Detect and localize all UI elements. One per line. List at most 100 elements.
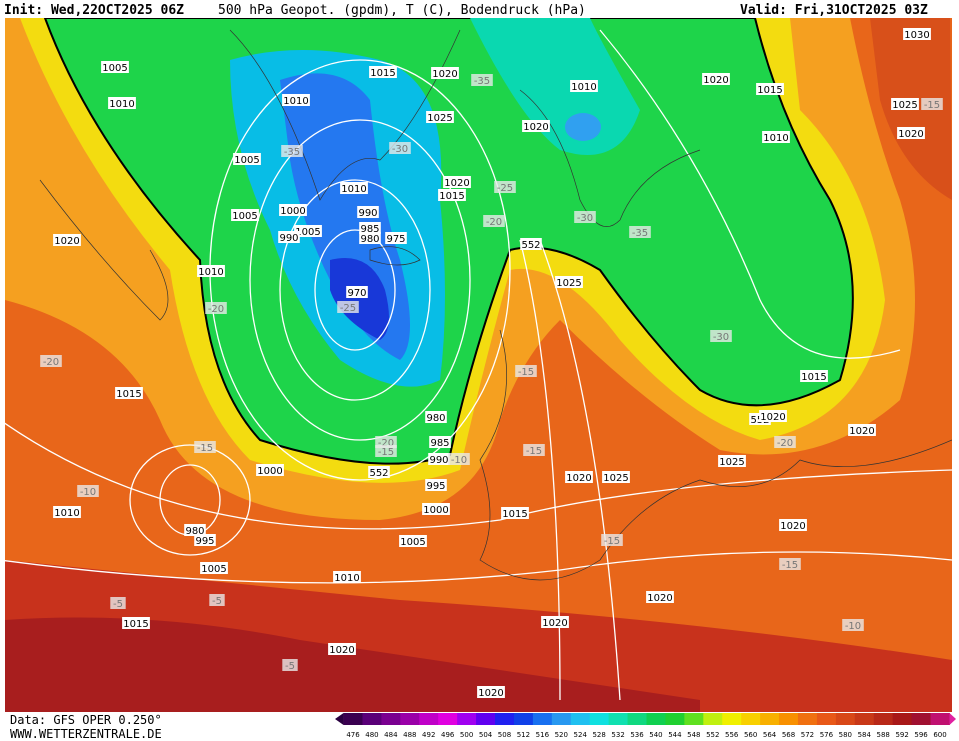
colorbar-label: 484 <box>384 731 398 739</box>
colorbar: 476 480 484 488 492 496 500 504 508 512 516 520 524 5… <box>335 713 956 739</box>
colorbar-cell <box>684 713 704 725</box>
label-box <box>337 301 359 313</box>
valid-time: Valid: Fri,31OCT2025 03Z <box>740 3 928 18</box>
data-source: Data: GFS OPER 0.250° <box>10 713 162 727</box>
label-box <box>541 616 569 628</box>
colorbar-cell <box>457 713 477 725</box>
label-box <box>477 686 505 698</box>
isobar-label: 1000 <box>257 466 282 477</box>
isobar-label: 1005 <box>102 63 127 74</box>
field: 1005 1010 1015 1010 1020 -35 1010 1020 1030 1015 1… <box>5 18 952 712</box>
label-box <box>759 410 787 422</box>
label-box <box>205 302 227 314</box>
isotherm-label: -35 <box>474 76 490 87</box>
isobar-label: 1010 <box>198 267 223 278</box>
label-box <box>756 83 784 95</box>
label-box <box>115 387 143 399</box>
label-box <box>340 182 368 194</box>
isotherm-label: -10 <box>451 455 467 466</box>
isobar-label: 1015 <box>116 389 141 400</box>
isotherm-label: -20 <box>378 438 394 449</box>
colorbar-cell <box>854 713 875 725</box>
label-box <box>718 455 746 467</box>
isobar-label: 1020 <box>444 178 469 189</box>
label-box <box>101 61 129 73</box>
colorbar-label: 488 <box>403 731 416 739</box>
label-box <box>762 131 790 143</box>
label-box <box>426 111 454 123</box>
colorbar-label: 540 <box>649 731 662 739</box>
isobar-label: 1010 <box>341 184 366 195</box>
isobar-label: 1020 <box>849 426 874 437</box>
colorbar-cell <box>646 713 666 725</box>
colorbar-label: 568 <box>782 731 795 739</box>
colorbar-cell <box>419 713 439 725</box>
label-box <box>842 619 864 631</box>
label-box <box>779 519 807 531</box>
isobar-label: 1025 <box>892 100 917 111</box>
isotherm-label: -5 <box>212 596 222 607</box>
isobar-label: 980 <box>360 234 379 245</box>
label-box <box>422 503 450 515</box>
colorbar-cell <box>722 713 742 725</box>
isotherm-label: -20 <box>208 304 224 315</box>
isotherm-label: -5 <box>113 599 123 610</box>
colorbar-cell <box>816 713 837 725</box>
region-blue-small <box>565 113 601 141</box>
colorbar-cell <box>779 713 799 725</box>
colorbar-cell <box>797 713 818 725</box>
label-box <box>425 479 447 491</box>
label-box <box>110 597 126 609</box>
label-box <box>629 226 651 238</box>
isobar-label: 1020 <box>54 236 79 247</box>
colorbar-cell <box>570 713 591 725</box>
isobar-label: 975 <box>386 234 405 245</box>
colorbar-label: 596 <box>914 731 928 739</box>
isobar-label: 1020 <box>760 412 785 423</box>
label-box <box>425 411 447 423</box>
colorbar-cell <box>362 713 382 725</box>
label-box <box>40 355 62 367</box>
colorbar-label: 600 <box>933 731 946 739</box>
label-box <box>471 74 493 86</box>
isobar-label: 1020 <box>566 473 591 484</box>
colorbar-cell <box>589 713 610 725</box>
colorbar-label: 536 <box>630 731 644 739</box>
label-box <box>209 594 225 606</box>
isotherm-label: -10 <box>80 487 96 498</box>
isobar-label: 995 <box>426 481 445 492</box>
isobar-label: 1005 <box>400 537 425 548</box>
label-box <box>438 189 466 201</box>
label-box <box>921 98 943 110</box>
isotherm-label: -15 <box>782 560 798 571</box>
isobar-label: 985 <box>360 224 379 235</box>
label-box <box>483 215 505 227</box>
init-time: Init: Wed,22OCT2025 06Z <box>4 3 184 18</box>
label-box <box>891 98 919 110</box>
isotherm-label: -30 <box>392 144 408 155</box>
colorbar-cell <box>627 713 647 725</box>
colorbar-label: 520 <box>555 731 568 739</box>
label-box <box>443 176 471 188</box>
colorbar-cell <box>873 713 894 725</box>
isobar-label: 1025 <box>603 473 628 484</box>
isobar-label: 970 <box>347 288 366 299</box>
label-box <box>710 330 732 342</box>
isobar-label: 995 <box>195 536 214 547</box>
isobar-label: 1010 <box>283 96 308 107</box>
isobar-label: 1020 <box>542 618 567 629</box>
header-bg <box>0 0 959 18</box>
isotherm-label: -15 <box>197 443 213 454</box>
isobar-label: 1010 <box>763 133 788 144</box>
isotherm-label: -15 <box>526 446 542 457</box>
label-box <box>429 436 451 448</box>
isobar-label: 1025 <box>719 457 744 468</box>
label-box <box>197 265 225 277</box>
isobar-label: 985 <box>430 438 449 449</box>
colorbar-label: 544 <box>668 731 682 739</box>
colorbar-label: 556 <box>725 731 739 739</box>
label-box <box>399 535 427 547</box>
colorbar-label: 576 <box>820 731 834 739</box>
isobar-label: 1020 <box>523 122 548 133</box>
